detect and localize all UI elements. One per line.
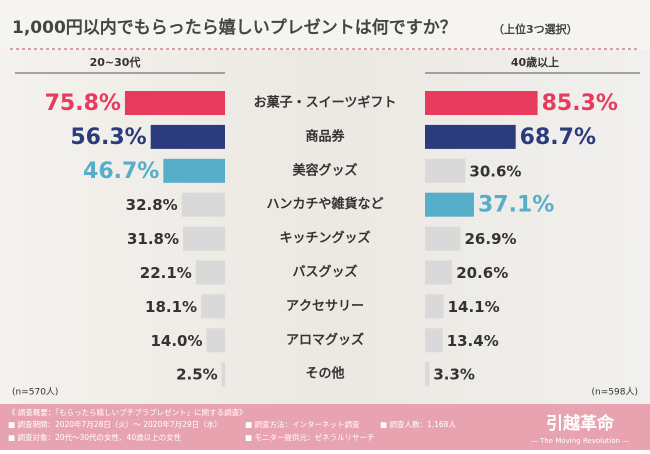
value-label: 31.8% (127, 230, 179, 248)
sample-size: (n=570人) (12, 387, 58, 398)
category-label: 美容グッズ (292, 162, 357, 178)
bar (425, 294, 444, 319)
bar (163, 158, 225, 183)
bar (181, 192, 225, 217)
category-label: キッチングッズ (279, 230, 370, 246)
bar (425, 328, 443, 353)
logo: 引越革命 (546, 413, 615, 434)
title-band (0, 0, 650, 50)
chart-subtitle: （上位3つ選択） (493, 22, 578, 36)
category-label: その他 (305, 366, 344, 382)
survey-item: ■ 調査期間：2020年7月28日（火）～ 2020年7月29日（水） (8, 419, 222, 429)
value-label: 22.1% (140, 264, 192, 282)
value-label: 46.7% (83, 159, 159, 184)
value-label: 14.0% (150, 332, 202, 350)
value-label: 30.6% (469, 162, 521, 180)
bar (425, 124, 516, 149)
survey-item: ■ 調査人数：1,168人 (380, 419, 456, 429)
footer-band (0, 404, 650, 450)
value-label: 75.8% (45, 91, 121, 116)
value-label: 68.7% (520, 125, 596, 150)
bar (425, 226, 461, 251)
survey-heading: 《 調査概要：「もらったら嬉しいプチプラプレゼント」に関する調査》 (8, 407, 247, 417)
category-label: 商品券 (305, 128, 345, 144)
value-label: 14.1% (448, 298, 500, 316)
sample-size: (n=598人) (592, 387, 638, 398)
category-label: ハンカチや雑貨など (266, 196, 383, 212)
bar (425, 362, 430, 387)
bar (195, 260, 225, 285)
value-label: 32.8% (126, 196, 178, 214)
value-label: 56.3% (70, 125, 146, 150)
value-label: 26.9% (465, 230, 517, 248)
value-label: 3.3% (433, 366, 475, 384)
bar (201, 294, 225, 319)
survey-item: ■ 調査対象：20代～30代の女性、40歳以上の女性 (8, 432, 182, 442)
value-label: 20.6% (456, 264, 508, 282)
category-label: アクセサリー (286, 299, 364, 314)
survey-item: ■ 調査方法：インターネット調査 (245, 419, 360, 429)
bar (425, 91, 538, 115)
category-label: バスグッズ (292, 264, 357, 280)
value-label: 13.4% (447, 332, 499, 350)
category-label: お菓子・スイーツギフト (254, 95, 397, 111)
bar (206, 328, 225, 353)
bar (221, 362, 225, 387)
value-label: 37.1% (478, 193, 554, 218)
bar (425, 192, 474, 217)
value-label: 2.5% (176, 366, 218, 384)
legend-right: 40歳以上 (511, 55, 559, 69)
survey-item: ■ モニター提供元：ゼネラルリサーチ (245, 432, 374, 442)
category-label: アロマグッズ (286, 332, 364, 348)
chart-title: 1,000円以内でもらったら嬉しいプレゼントは何ですか？ (12, 17, 457, 38)
logo-tagline: — The Moving Revolution — (531, 437, 629, 445)
value-label: 18.1% (145, 298, 197, 316)
bar (425, 158, 466, 183)
bar (425, 260, 453, 285)
bar (124, 91, 225, 115)
value-label: 85.3% (542, 91, 618, 116)
legend-left: 20~30代 (90, 55, 141, 69)
bar (183, 226, 225, 251)
bar (150, 124, 225, 149)
